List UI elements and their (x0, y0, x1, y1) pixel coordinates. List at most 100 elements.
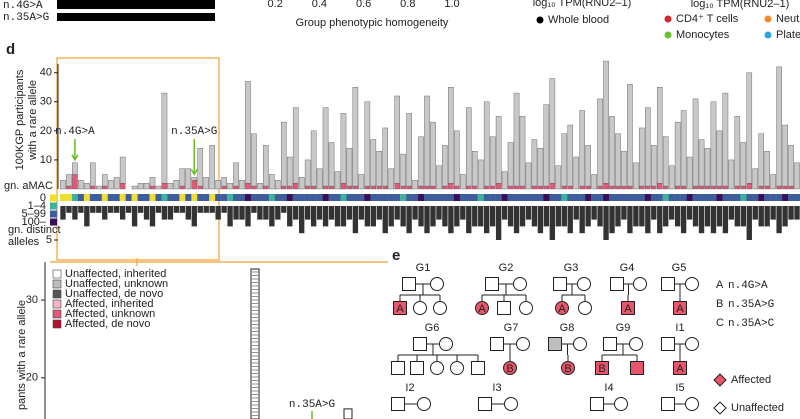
tpm-label: log₁₀ TPM(RNU2–1) (691, 0, 790, 10)
bar (394, 182, 400, 190)
bar (662, 185, 669, 190)
amac-cell (740, 194, 747, 201)
bar (286, 185, 293, 190)
bar (716, 130, 723, 187)
amac-cell (591, 194, 598, 201)
key-letter: B (716, 298, 723, 310)
pedigree-male (595, 361, 609, 375)
bar (477, 159, 484, 190)
pedigree-line (627, 284, 629, 302)
bar (758, 185, 764, 190)
distinct-bar (704, 206, 711, 227)
distinct-bar (663, 206, 669, 227)
bar (334, 171, 341, 190)
distinct-bar (143, 206, 150, 220)
amac-cell (173, 194, 180, 201)
bar (400, 153, 406, 187)
amac-cell (758, 194, 765, 201)
legend-dot (664, 31, 672, 39)
amac-cell (418, 194, 425, 201)
amac-cell (686, 194, 693, 201)
bar (269, 174, 275, 190)
distinct-bar (454, 206, 460, 227)
amac-cell (430, 194, 437, 201)
bar (221, 177, 227, 187)
bar (788, 185, 794, 190)
bar (286, 156, 293, 187)
amac-cell (525, 194, 532, 201)
distinct-bar (501, 206, 508, 220)
bar (72, 174, 78, 190)
bar (322, 107, 329, 187)
distinct-bar (597, 206, 603, 227)
bar (227, 182, 233, 190)
amac-cell (376, 194, 383, 201)
pedigree-female (504, 397, 518, 411)
distinct-bar (72, 206, 78, 220)
y-axis-label: with a rare allele (27, 80, 39, 161)
amac-cell (131, 194, 138, 201)
distinct-bar (686, 206, 693, 220)
bar (722, 185, 729, 190)
amac-cell (465, 194, 472, 201)
amac-cell (632, 194, 640, 201)
pedigree-male (673, 301, 687, 315)
tpm-label: log₁₀ TPM(RNU2–1) (533, 0, 632, 9)
bar (60, 180, 66, 190)
bar (113, 177, 120, 190)
bar (245, 182, 251, 190)
bar (579, 110, 585, 187)
tick-label: 0.8 (400, 0, 415, 10)
amac-cell (692, 194, 699, 201)
distinct-bar (155, 206, 162, 213)
bar (90, 162, 96, 187)
amac-legend-label: 1–4 (28, 200, 46, 212)
amac-cell (782, 194, 789, 201)
bar (597, 98, 603, 187)
pedigree-line (567, 344, 569, 362)
pedigree-female (519, 301, 533, 315)
amac-cell (394, 194, 401, 201)
distinct-bar (370, 206, 376, 227)
distinct-bar (275, 206, 281, 220)
bar (466, 185, 472, 190)
legend-label: Whole blood (548, 14, 609, 26)
bar (591, 174, 597, 190)
distinct-bar (728, 206, 735, 220)
legend-diamond (713, 401, 727, 415)
distinct-bar (579, 206, 585, 234)
tick-label: 5 (46, 234, 52, 246)
bar (119, 182, 126, 190)
amac-cell (650, 194, 657, 201)
amac-cell (60, 194, 67, 201)
bar (436, 165, 442, 190)
pedigree-id: G7 (504, 322, 519, 334)
bar (460, 174, 466, 190)
amac-cell (268, 194, 276, 201)
amac-cell (400, 194, 407, 201)
distinct-bar (633, 206, 639, 227)
amac-cell (626, 194, 634, 201)
distinct-bar (334, 206, 341, 227)
bar (442, 185, 448, 190)
amac-swatch (50, 194, 57, 202)
amac-cell (95, 194, 102, 201)
distinct-bar (287, 206, 293, 227)
amac-cell (543, 194, 550, 201)
bar (561, 133, 568, 187)
amac-cell (507, 194, 514, 201)
amac-cell (776, 194, 783, 201)
bar (233, 185, 239, 190)
bar (537, 185, 544, 190)
pedigree-female (633, 277, 647, 291)
distinct-bar (173, 206, 180, 213)
bar (662, 136, 669, 187)
bar (454, 130, 460, 187)
legend-swatch (52, 269, 62, 279)
bar (519, 116, 526, 187)
y-tick-label: 20 (40, 125, 52, 137)
bar (776, 185, 782, 190)
bar (573, 156, 579, 190)
distinct-bar (555, 206, 561, 227)
